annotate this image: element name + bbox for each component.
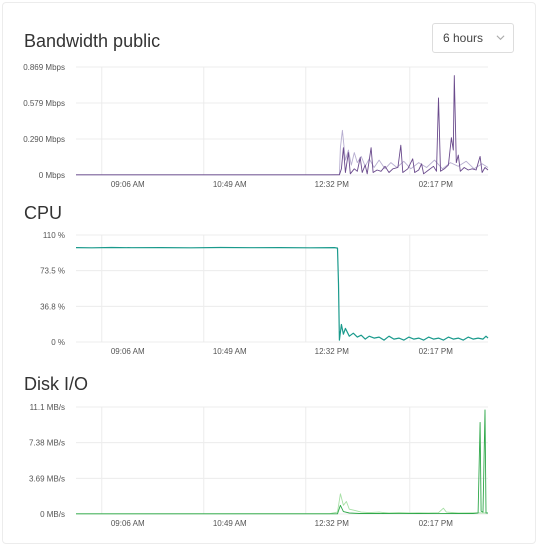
disk-io-title: Disk I/O [24, 374, 89, 394]
y-tick-label: 7.38 MB/s [29, 439, 65, 448]
x-tick-label: 02:17 PM [419, 180, 454, 189]
bandwidth-series-line-1 [76, 75, 489, 176]
chart-grid [76, 406, 488, 515]
disk-series-line-1 [76, 409, 488, 515]
y-tick-label: 3.69 MB/s [29, 474, 65, 483]
y-tick-label: 0.579 Mbps [23, 99, 65, 108]
time-range-value: 6 hours [443, 31, 484, 45]
y-tick-label: 0 MB/s [40, 510, 65, 519]
cpu-title: CPU [24, 203, 63, 223]
x-tick-label: 09:06 AM [111, 347, 145, 356]
y-tick-label: 11.1 MB/s [30, 403, 65, 412]
x-tick-label: 09:06 AM [111, 180, 145, 189]
x-tick-label: 10:49 AM [213, 519, 247, 528]
x-tick-label: 10:49 AM [213, 347, 247, 356]
x-tick-label: 12:32 PM [315, 519, 350, 528]
disk-io-chart: 0 MB/s 3.69 MB/s 7.38 MB/s 11.1 MB/s 09:06 A… [29, 403, 489, 528]
y-tick-label: 0.290 Mbps [23, 135, 65, 144]
x-tick-label: 02:17 PM [419, 347, 454, 356]
x-tick-label: 12:32 PM [315, 347, 350, 356]
y-tick-label: 73.5 % [40, 267, 65, 276]
y-tick-label: 110 % [43, 231, 65, 240]
cpu-chart: 0 % 36.8 % 73.5 % 110 % 09:06 AM 10:49 AM 12:3… [40, 231, 489, 356]
bandwidth-title: Bandwidth public [24, 31, 161, 51]
x-tick-label: 02:17 PM [419, 519, 454, 528]
chart-grid [76, 66, 488, 176]
y-tick-label: 0 Mbps [39, 171, 65, 180]
panel-border [2, 2, 536, 544]
y-tick-label: 0 % [51, 338, 65, 347]
time-range-select[interactable]: 6 hours [432, 23, 514, 53]
cpu-series-line-0 [75, 246, 489, 341]
bandwidth-chart: 0 Mbps 0.290 Mbps 0.579 Mbps 0.869 Mbps 09:0… [23, 63, 489, 189]
x-tick-label: 09:06 AM [111, 519, 145, 528]
bandwidth-series-line-0 [76, 129, 489, 176]
y-tick-label: 0.869 Mbps [23, 63, 65, 72]
disk-series-line-0 [75, 493, 489, 515]
chevron-down-icon [496, 35, 505, 41]
x-tick-label: 12:32 PM [315, 180, 350, 189]
y-tick-label: 36.8 % [40, 302, 65, 311]
x-tick-label: 10:49 AM [213, 180, 247, 189]
chart-grid [76, 234, 488, 343]
